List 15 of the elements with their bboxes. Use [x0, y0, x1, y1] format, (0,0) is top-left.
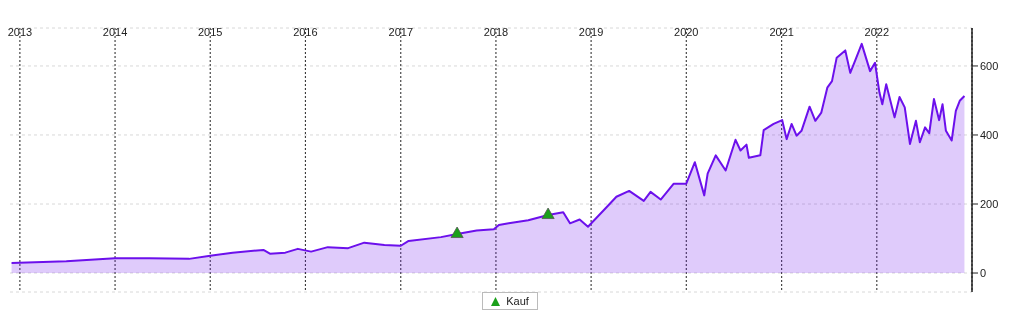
- y-tick-label: 600: [980, 59, 999, 72]
- x-tick-label: 2014: [102, 26, 128, 38]
- x-tick-label: 2018: [483, 26, 509, 38]
- y-tick-label: 400: [980, 128, 999, 141]
- y-tick-label: 200: [980, 197, 999, 210]
- legend-label: Kauf: [506, 295, 529, 307]
- x-tick-label: 2020: [674, 26, 699, 38]
- x-tick-label: 2016: [293, 26, 318, 38]
- x-tick-label: 2015: [197, 26, 223, 38]
- x-tick-label: 2019: [578, 26, 604, 38]
- y-tick-label: 0: [980, 266, 987, 279]
- x-tick-label: 2017: [388, 26, 414, 38]
- x-tick-label: 2013: [7, 26, 33, 38]
- x-tick-label: 2022: [864, 26, 890, 38]
- x-tick-label: 2021: [769, 26, 794, 38]
